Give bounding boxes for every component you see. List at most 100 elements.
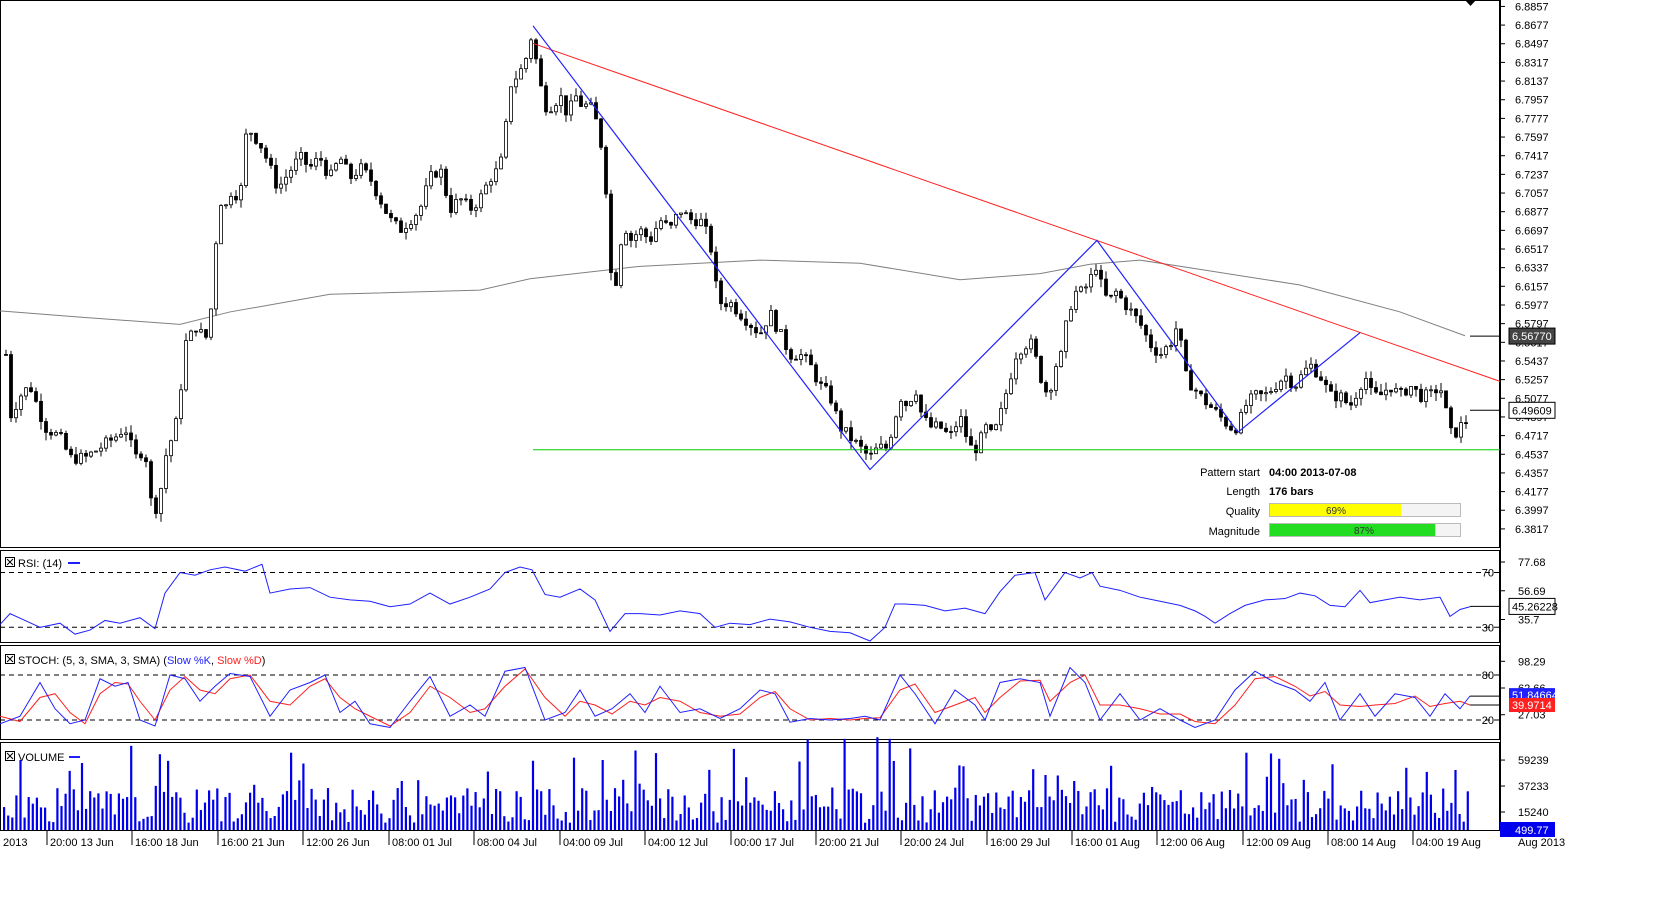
- volume-bar: [478, 807, 481, 830]
- candle-body: [1354, 397, 1358, 406]
- candle-body: [1269, 391, 1273, 394]
- stoch-level-label: 80: [1482, 670, 1494, 682]
- volume-tick-label: 37233: [1518, 781, 1549, 793]
- candle-body: [539, 58, 543, 87]
- volume-bar: [236, 818, 239, 830]
- volume-bar: [1306, 792, 1309, 830]
- candle-body: [529, 39, 533, 59]
- quality-value: 69%: [1326, 506, 1346, 517]
- candle-body: [794, 358, 798, 361]
- volume-bar: [732, 748, 735, 830]
- volume-bar: [130, 745, 133, 830]
- candle-body: [169, 440, 173, 457]
- volume-bar: [224, 796, 227, 830]
- volume-bar: [1319, 808, 1322, 830]
- volume-bar: [318, 815, 321, 830]
- rsi-tick-label: 77.68: [1518, 557, 1546, 569]
- candle-body: [1324, 379, 1328, 386]
- volume-bar: [11, 817, 14, 830]
- volume-bar: [1122, 799, 1125, 830]
- candle-body: [84, 452, 88, 457]
- candle-body: [569, 100, 573, 116]
- candle-body: [1159, 354, 1163, 356]
- candle-body: [1279, 380, 1283, 390]
- volume-bar: [1077, 790, 1080, 830]
- volume-bar: [1196, 817, 1199, 830]
- volume-value-box: [1500, 822, 1555, 837]
- candle-body: [229, 195, 233, 206]
- volume-bar: [970, 820, 973, 830]
- volume-bar: [913, 804, 916, 830]
- volume-bar: [929, 809, 932, 830]
- stoch-d-line: [0, 668, 1471, 727]
- volume-bar: [511, 817, 514, 830]
- volume-bar: [540, 791, 543, 830]
- volume-bar: [1142, 792, 1145, 830]
- candle-body: [939, 421, 943, 429]
- scroll-down-arrow-icon[interactable]: [1465, 0, 1476, 6]
- candle-body: [834, 402, 838, 412]
- volume-bar: [162, 791, 166, 830]
- volume-bar: [823, 806, 826, 830]
- candle-body: [314, 158, 318, 167]
- volume-bar: [905, 802, 908, 830]
- volume-bar: [1290, 799, 1293, 830]
- volume-bar: [109, 793, 112, 830]
- volume-bar: [531, 760, 535, 830]
- candle-body: [59, 432, 63, 434]
- price-tick-label: 6.8857: [1515, 1, 1549, 13]
- volume-bar: [966, 798, 969, 830]
- volume-bar: [868, 818, 871, 830]
- candle-body: [544, 85, 548, 113]
- candle-body: [1254, 390, 1258, 395]
- volume-bar: [195, 789, 198, 830]
- volume-bar: [1167, 804, 1170, 830]
- volume-bar: [954, 787, 957, 830]
- rsi-panel-frame: [0, 550, 1500, 643]
- volume-bar: [634, 750, 637, 830]
- candle-body: [1319, 376, 1323, 381]
- candle-body: [719, 280, 723, 305]
- volume-close-icon[interactable]: [5, 751, 15, 761]
- volume-bar: [15, 795, 18, 830]
- volume-bar: [138, 821, 141, 830]
- candle-body: [124, 432, 128, 435]
- candle-body: [949, 431, 953, 433]
- candle-body: [424, 185, 428, 207]
- rsi-close-icon[interactable]: [5, 557, 15, 567]
- candle-body: [1124, 297, 1128, 311]
- volume-bar: [1097, 805, 1100, 830]
- candle-body: [979, 432, 983, 454]
- candle-body: [1139, 315, 1143, 326]
- candle-body: [179, 389, 183, 420]
- candle-body: [234, 195, 238, 201]
- volume-bar: [917, 820, 920, 830]
- volume-bar: [937, 812, 940, 830]
- volume-bar: [1040, 807, 1043, 830]
- time-tick-label: 04:00 09 Jul: [563, 837, 623, 849]
- volume-bar: [1032, 769, 1035, 830]
- price-tick-label: 6.7237: [1515, 169, 1549, 181]
- volume-bar: [777, 803, 781, 830]
- candle-body: [1409, 386, 1413, 396]
- candle-body: [79, 452, 83, 464]
- candle-body: [1374, 387, 1378, 393]
- candle-body: [74, 454, 78, 464]
- candle-body: [909, 401, 913, 407]
- candle-body: [994, 424, 998, 430]
- volume-bar: [437, 803, 440, 830]
- volume-bar: [454, 797, 457, 830]
- volume-bar: [1364, 808, 1367, 830]
- price-tick-label: 6.8497: [1515, 39, 1549, 51]
- stoch-close-icon[interactable]: [5, 654, 15, 664]
- candle-body: [349, 163, 353, 179]
- volume-bar: [1315, 814, 1318, 830]
- candle-body: [384, 203, 388, 214]
- candle-body: [534, 39, 538, 60]
- candle-body: [649, 236, 653, 242]
- volume-bar: [1409, 797, 1412, 830]
- volume-bar: [1376, 792, 1379, 830]
- volume-bar: [1183, 813, 1186, 830]
- volume-bar: [1450, 802, 1453, 830]
- volume-bar: [958, 765, 961, 830]
